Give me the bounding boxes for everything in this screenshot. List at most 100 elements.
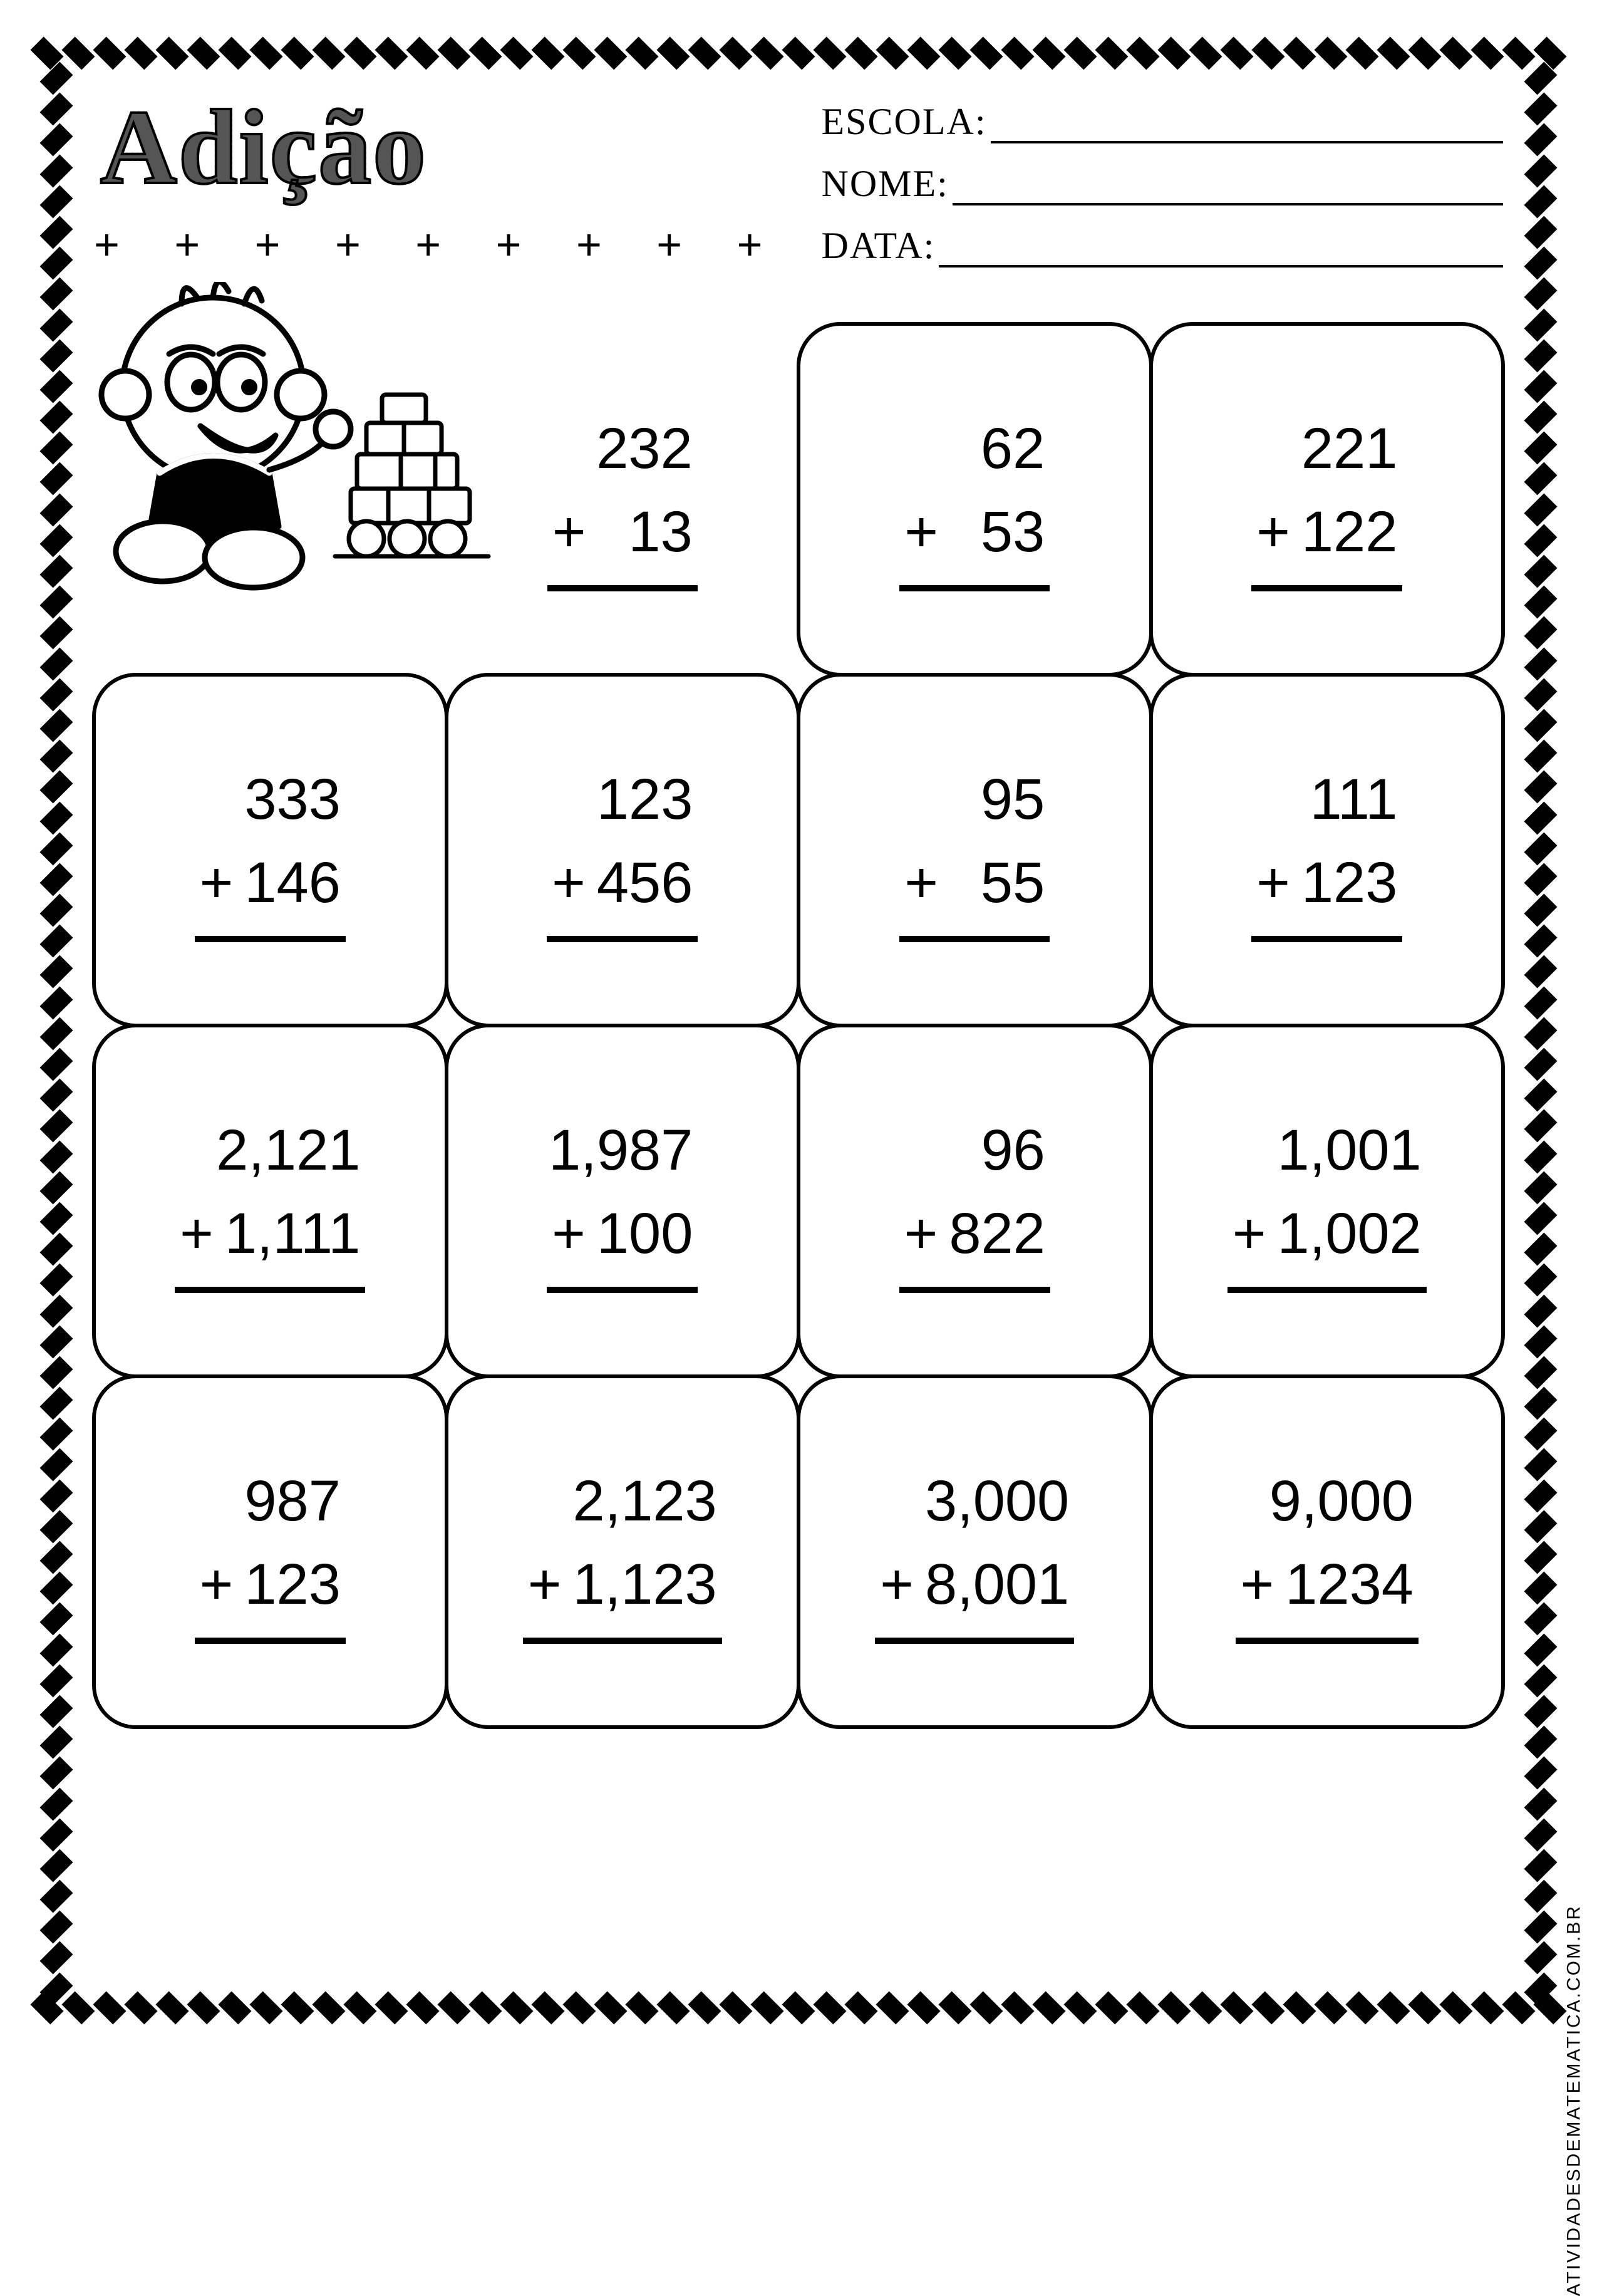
problem-cell: 2,123+1,123 — [445, 1374, 801, 1729]
addition-problem: 1,001+1,002 — [1209, 1109, 1445, 1294]
plus-operator: + — [1233, 1192, 1278, 1275]
addend-top: 1,987 — [547, 1109, 698, 1192]
addend-bottom: +1,111 — [175, 1192, 365, 1293]
label-nome: NOME: — [822, 162, 949, 205]
plus-operator: + — [1256, 491, 1301, 574]
plus-operator: + — [904, 491, 949, 574]
addition-problem: 333+146 — [176, 758, 364, 943]
problem-cell: 987+123 — [92, 1374, 448, 1729]
blank-line[interactable] — [953, 173, 1503, 205]
addition-problem: 62+53 — [881, 407, 1068, 592]
problem-cell: 96+822 — [797, 1024, 1153, 1378]
problem-cell: 9,000+1234 — [1149, 1374, 1506, 1729]
info-block: ESCOLA: NOME: DATA: — [822, 94, 1504, 286]
addition-problem: 1,987+100 — [528, 1109, 716, 1294]
plus-operator: + — [180, 1192, 225, 1275]
addend-top: 96 — [899, 1109, 1050, 1192]
source-watermark: ATIVIDADESDEMATEMATICA.COM.BR — [1563, 1904, 1584, 2296]
addend-top: 987 — [195, 1460, 346, 1543]
addend-bottom-value: 55 — [981, 851, 1045, 915]
addition-problem: 111+123 — [1233, 758, 1421, 943]
addend-top: 9,000 — [1236, 1460, 1419, 1543]
border-right — [1528, 69, 1553, 1998]
addend-bottom: +1234 — [1236, 1543, 1419, 1644]
page-title: Adição — [94, 94, 433, 200]
addend-top: 3,000 — [875, 1460, 1074, 1543]
problem-cell: 333+146 — [92, 673, 448, 1027]
addend-bottom: +122 — [1251, 491, 1402, 591]
field-escola: ESCOLA: — [822, 100, 1504, 143]
addend-bottom-value: 1,111 — [225, 1202, 361, 1265]
addition-problem: 2,123+1,123 — [504, 1460, 741, 1644]
border-left — [44, 69, 69, 1998]
addend-bottom-value: 8,001 — [925, 1552, 1069, 1616]
label-data: DATA: — [822, 224, 936, 268]
addition-problem: 987+123 — [176, 1460, 364, 1644]
label-escola: ESCOLA: — [822, 100, 987, 143]
addend-bottom: +53 — [899, 491, 1050, 591]
addition-problem: 96+822 — [881, 1109, 1069, 1294]
field-nome: NOME: — [822, 162, 1504, 205]
problem-cell: 111+123 — [1149, 673, 1506, 1027]
addition-problem: 95+55 — [881, 758, 1068, 943]
problem-cell: 62+53 — [797, 322, 1153, 677]
addition-problem: 9,000+1234 — [1217, 1460, 1437, 1644]
problem-cell: 1,987+100 — [445, 1024, 801, 1378]
plus-decor-row: + + + + + + + + + — [94, 219, 784, 269]
plus-operator: + — [904, 1192, 949, 1275]
plus-operator: + — [528, 1543, 573, 1626]
addition-problem: 2,121+1,111 — [156, 1109, 384, 1294]
addend-bottom-value: 53 — [981, 500, 1045, 564]
addition-problem: 221+122 — [1233, 407, 1421, 592]
blank-line[interactable] — [939, 235, 1503, 268]
addend-bottom: +123 — [195, 1543, 346, 1644]
addend-bottom-value: 123 — [244, 1552, 341, 1616]
plus-operator: + — [200, 1543, 245, 1626]
header: Adição + + + + + + + + + ESCOLA: NOME: D… — [94, 94, 1503, 286]
addend-bottom-value: 123 — [1301, 851, 1398, 915]
addend-bottom: +822 — [899, 1192, 1050, 1293]
problem-cell: 232+13 — [445, 322, 801, 677]
plus-operator: + — [552, 1192, 597, 1275]
addend-top: 111 — [1251, 758, 1402, 841]
addend-bottom-value: 456 — [597, 851, 693, 915]
addend-bottom-value: 122 — [1301, 500, 1398, 564]
problem-cell: 2,121+1,111 — [92, 1024, 448, 1378]
plus-operator: + — [1256, 841, 1301, 925]
title-block: Adição + + + + + + + + + — [94, 94, 784, 286]
addend-bottom-value: 1,123 — [573, 1552, 717, 1616]
addend-bottom-value: 1,002 — [1278, 1202, 1422, 1265]
addend-bottom: +55 — [899, 841, 1050, 942]
addend-top: 232 — [547, 407, 698, 491]
border-bottom — [38, 1998, 1559, 2023]
addend-top: 95 — [899, 758, 1050, 841]
plus-operator: + — [552, 491, 597, 574]
addend-bottom-value: 13 — [628, 500, 692, 564]
addend-bottom: +1,002 — [1227, 1192, 1427, 1293]
addend-bottom: +146 — [195, 841, 346, 942]
addition-problem: 232+13 — [529, 407, 716, 592]
addend-top: 62 — [899, 407, 1050, 491]
addend-top: 2,121 — [175, 1109, 365, 1192]
addend-bottom: +13 — [547, 491, 698, 591]
plus-operator: + — [552, 841, 597, 925]
problem-cell: 123+456 — [445, 673, 801, 1027]
addition-problem: 3,000+8,001 — [856, 1460, 1093, 1644]
plus-operator: + — [1241, 1543, 1286, 1626]
addend-bottom: +8,001 — [875, 1543, 1074, 1644]
plus-operator: + — [880, 1543, 925, 1626]
blank-line[interactable] — [991, 111, 1503, 143]
problem-cell: 1,001+1,002 — [1149, 1024, 1506, 1378]
field-data: DATA: — [822, 224, 1504, 268]
addend-top: 1,001 — [1227, 1109, 1427, 1192]
problem-cell: 95+55 — [797, 673, 1153, 1027]
addend-bottom-value: 100 — [597, 1202, 693, 1265]
addend-bottom-value: 146 — [244, 851, 341, 915]
addend-bottom: +456 — [547, 841, 698, 942]
addend-top: 2,123 — [523, 1460, 722, 1543]
addend-bottom: +1,123 — [523, 1543, 722, 1644]
addend-top: 123 — [547, 758, 698, 841]
addend-bottom-value: 822 — [949, 1202, 1045, 1265]
addend-bottom-value: 1234 — [1285, 1552, 1414, 1616]
addend-top: 221 — [1251, 407, 1402, 491]
